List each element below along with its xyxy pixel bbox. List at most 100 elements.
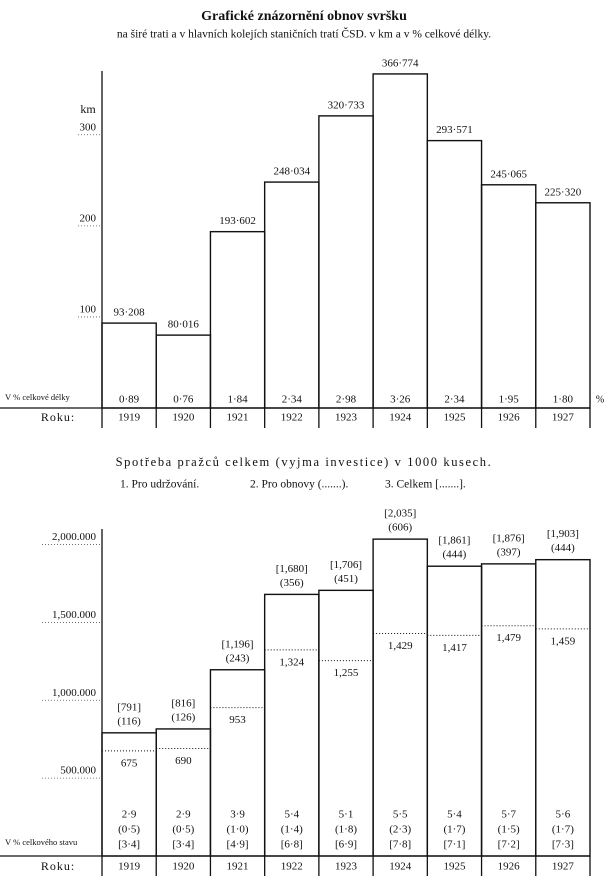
renewal-segment [102,733,156,751]
percent-value: 5·4 [447,809,462,821]
value-label: (451) [334,573,358,585]
value-label: [816] [171,697,195,709]
value-label: 1,429 [388,640,413,652]
percent-unit: % [596,394,604,405]
value-label: [1,706] [330,559,362,571]
x-tick-label: 1921 [227,861,249,873]
percent-value: 2·9 [176,809,191,821]
value-label: [1,903] [547,528,579,540]
percent-value: 5·5 [393,809,408,821]
renewal-segment [319,590,373,660]
chart-subtitle: na širé trati a v hlavních kolejích stan… [117,27,491,41]
value-label: 366·774 [382,57,419,69]
percent-value: (0·5) [118,824,140,836]
percent-value: [3·4] [118,839,140,851]
value-label: 1,417 [442,642,467,654]
percent-value: 2·98 [336,394,357,406]
x-tick-label: 1927 [552,412,575,424]
percent-value: 3·9 [230,809,245,821]
value-label: 320·733 [328,99,365,111]
value-label: (126) [171,711,195,723]
value-label: 93·208 [114,307,146,319]
value-label: 690 [175,755,192,767]
renewal-segment [210,670,264,708]
value-label: [1,876] [493,532,525,544]
x-tick-label: 1922 [281,412,303,424]
percent-value: 0·89 [119,394,140,406]
value-label: (444) [443,549,467,561]
percent-row-label: V % celkového stavu [5,837,78,847]
x-tick-label: 1927 [552,861,575,873]
percent-value: (2·3) [389,824,411,836]
value-label: 245·065 [490,168,527,180]
value-label: (116) [117,715,141,727]
chart-title: Spotřeba pražců celkem (vyjma investice)… [116,455,493,469]
y-tick-label: 500.000 [60,765,96,777]
bar [535,202,591,409]
x-tick-label: 1921 [227,412,249,424]
x-tick-label: 1924 [389,861,412,873]
y-tick-label: 200 [80,212,97,224]
percent-value: [4·9] [227,839,249,851]
legend-entry: 1. Pro udržování. [120,479,199,491]
x-tick-label: 1919 [118,861,141,873]
x-tick-label: 1919 [118,412,141,424]
y-tick-label: 1,500.000 [52,609,97,621]
percent-value: 5·4 [284,809,299,821]
value-label: 953 [229,714,246,726]
percent-value: (1·5) [498,824,520,836]
row-label: Roku: [41,859,75,873]
renewal-segment [156,729,210,749]
renewal-segment [427,566,481,635]
row-label: Roku: [41,410,75,424]
value-label: (356) [280,577,304,589]
percent-value: 2·34 [282,394,303,406]
percent-value: [3·4] [172,839,194,851]
percent-value: 5·7 [501,809,516,821]
bar [372,73,429,409]
bar [263,181,320,409]
x-tick-label: 1926 [498,861,521,873]
x-tick-label: 1923 [335,412,358,424]
value-label: (397) [497,546,521,558]
x-tick-label: 1920 [172,412,195,424]
value-label: 225·320 [545,186,582,198]
bar [480,184,537,409]
x-tick-label: 1924 [389,412,412,424]
percent-value: 1·84 [227,394,248,406]
chart-title: Grafické znázornění obnov svršku [201,9,407,24]
percent-value: [7·8] [389,839,411,851]
percent-value: 1·80 [553,394,574,406]
value-label: 1,459 [551,635,576,647]
value-label: (243) [226,652,250,664]
value-label: [791] [117,701,141,713]
percent-row-label: V % celkové délky [5,392,71,402]
percent-value: [6·8] [281,839,303,851]
percent-value: [7·1] [443,839,465,851]
renewal-segment [482,564,536,626]
legend-entry: 3. Celkem [.......]. [385,479,466,491]
renewal-segment [373,539,427,633]
percent-value: 1·95 [499,394,520,406]
percent-value: [6·9] [335,839,357,851]
renewal-segment [536,560,590,629]
percent-value: (1·4) [281,824,303,836]
y-tick-label: 100 [80,303,97,315]
percent-value: 5·1 [339,809,354,821]
percent-value: 0·76 [173,394,194,406]
percent-value: 5·6 [556,809,571,821]
percent-value: (1·7) [443,824,465,836]
value-label: 293·571 [436,124,473,136]
percent-value: [7·2] [498,839,520,851]
value-label: (444) [551,542,575,554]
percent-value: (1·7) [552,824,574,836]
value-label: 1,324 [279,656,304,668]
y-tick-label: 300 [80,121,97,133]
value-label: [1,196] [222,638,254,650]
percent-value: 3·26 [390,394,411,406]
x-tick-label: 1920 [172,861,195,873]
value-label: (606) [388,522,412,534]
value-label: 675 [121,757,138,769]
value-label: [2,035] [384,508,416,520]
